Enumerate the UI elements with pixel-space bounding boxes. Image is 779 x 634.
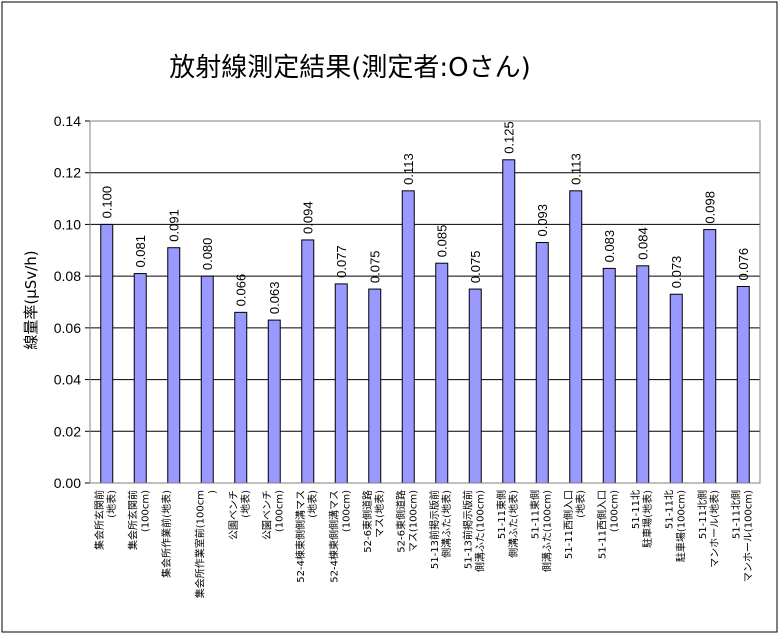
bar: [602, 267, 616, 484]
data-labels: 0.100 0.081 0.091 0.080 0.066 0.063 0.094 0.077…: [100, 121, 752, 314]
bars: [100, 159, 750, 484]
data-label: 0.094: [301, 201, 316, 234]
bar: [703, 229, 717, 484]
category-label: マス(100cm): [408, 490, 419, 552]
category-label: 公園ベンチ: [228, 490, 240, 540]
data-label: 0.076: [736, 248, 751, 281]
data-label: 0.083: [602, 230, 617, 263]
y-tick-label: 0.04: [54, 372, 81, 388]
category-label: マス(地表): [373, 490, 386, 538]
data-label: 0.100: [100, 186, 115, 219]
category-label: 51-11東側: [495, 490, 508, 539]
data-label: 0.085: [435, 225, 450, 258]
bar: [502, 159, 516, 484]
y-axis-label: 線量率(μSv/h): [22, 250, 40, 349]
bar: [535, 242, 549, 484]
y-tick-label: 0.00: [54, 475, 81, 491]
category-label: (100cm): [609, 490, 620, 532]
category-labels: 集会所玄関前 (地表) 集会所玄関前 (100cm) 集会所作業前(地表) 集会所作業室前…: [93, 490, 755, 598]
bar: [100, 223, 114, 484]
data-label: 0.080: [200, 238, 215, 271]
plot-area-frame: [89, 120, 761, 484]
bar: [435, 262, 449, 484]
category-label: 駐車場(100cm): [674, 490, 687, 562]
category-label: 側溝ふた(100cm): [540, 490, 553, 572]
data-label: 0.098: [703, 191, 718, 224]
bar: [569, 190, 583, 484]
chart-title: 放射線測定結果(測定者:Oさん): [169, 53, 531, 83]
data-label: 0.066: [234, 274, 249, 307]
data-label: 0.081: [133, 235, 148, 268]
bar: [301, 239, 315, 484]
category-label: 側溝ふた(地表): [440, 490, 453, 558]
category-label: (100cm): [140, 490, 151, 532]
y-axis-ticks: 0.00 0.02 0.04 0.06 0.08 0.10 0.12 0.14: [54, 113, 90, 491]
category-label: (地表): [105, 490, 118, 518]
category-label: 51-11西側入口: [595, 490, 608, 559]
category-label: マンホール(地表): [708, 490, 721, 568]
bar: [401, 190, 415, 484]
category-label: 集会所玄関前: [93, 490, 106, 550]
category-label: 51-13前掲示版前: [428, 490, 441, 569]
bar: [167, 247, 181, 484]
category-label: 側溝ふた(100cm): [473, 490, 486, 572]
data-label: 0.063: [267, 282, 282, 315]
bar: [234, 311, 248, 484]
category-label: 集会所玄関前: [126, 490, 139, 550]
category-label: 集会所作業室前(100cm: [193, 490, 206, 598]
category-label: 駐車場(地表): [641, 490, 654, 548]
data-label: 0.113: [401, 153, 416, 185]
category-label: 52-4棟東側側溝マス: [327, 490, 340, 583]
data-label: 0.093: [535, 204, 550, 237]
data-label: 0.084: [636, 227, 651, 260]
y-tick-label: 0.02: [54, 423, 81, 439]
category-label: 51-11北: [630, 490, 642, 529]
category-label: マンホール(100cm): [742, 490, 754, 582]
category-label: (100cm): [341, 490, 352, 532]
category-label: 51-11西側入口: [562, 490, 575, 559]
bar: [334, 283, 348, 484]
data-label: 0.075: [468, 251, 483, 284]
category-label: 集会所作業前(地表): [160, 490, 173, 578]
y-tick-label: 0.12: [54, 165, 81, 181]
bar: [636, 265, 650, 484]
category-label: (地表): [574, 490, 587, 518]
bar: [669, 293, 683, 484]
bar: [200, 275, 214, 484]
data-label: 0.075: [368, 251, 383, 284]
data-label: 0.125: [502, 121, 517, 154]
category-label: (地表): [306, 490, 319, 518]
category-label: 51-11北: [663, 490, 675, 529]
category-label: 51-11北側: [696, 490, 709, 539]
bar: [267, 319, 281, 484]
data-label: 0.073: [669, 256, 684, 289]
bar: [368, 288, 382, 484]
bar: [736, 285, 750, 484]
data-label: 0.091: [167, 209, 182, 242]
category-label: 51-11北側: [729, 490, 742, 539]
category-label: ): [207, 490, 218, 494]
y-tick-label: 0.08: [54, 268, 81, 284]
category-label: (100cm): [274, 490, 285, 532]
bar: [468, 288, 482, 484]
y-tick-label: 0.14: [54, 113, 81, 129]
bar: [133, 273, 147, 484]
category-label: 52-6東側道路: [361, 490, 374, 553]
y-tick-label: 0.06: [54, 320, 81, 336]
y-tick-label: 0.10: [54, 216, 81, 232]
category-label: (地表): [239, 490, 252, 518]
category-label: 側溝ふた(地表): [507, 490, 520, 558]
category-label: 51-11東側: [528, 490, 541, 539]
data-label: 0.113: [569, 153, 584, 185]
data-label: 0.077: [334, 245, 349, 278]
category-label: 公園ベンチ: [261, 490, 273, 540]
category-label: 52-4棟東側側溝マス: [294, 490, 307, 583]
category-label: 51-13前掲示版前: [461, 490, 474, 569]
category-label: 52-6東側道路: [394, 490, 407, 553]
